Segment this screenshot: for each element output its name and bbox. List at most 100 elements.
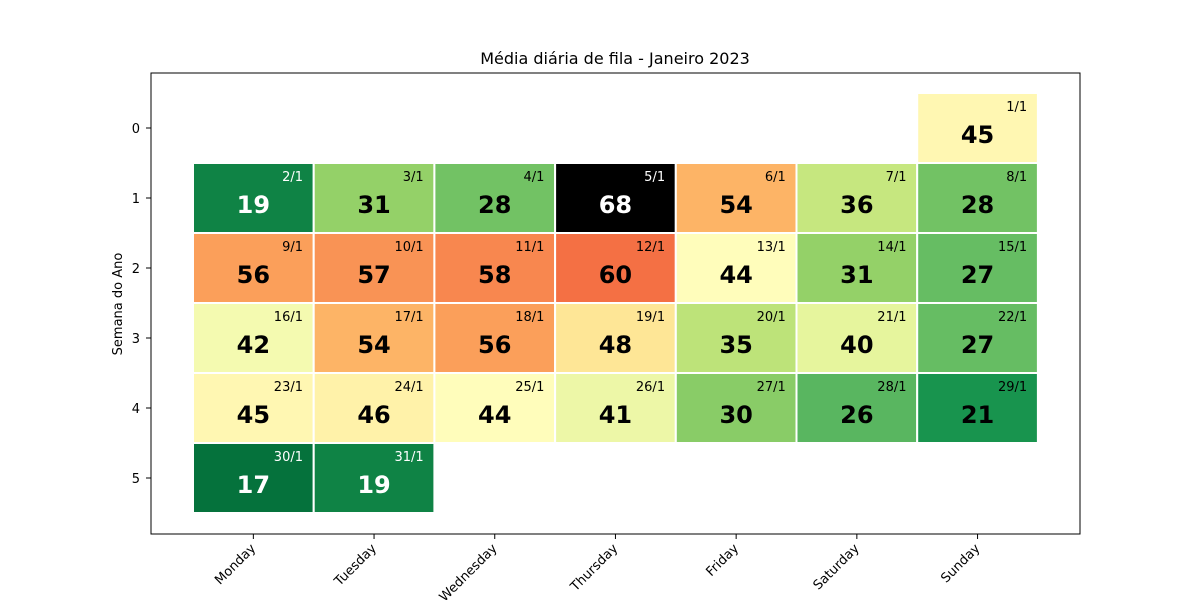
heatmap-cell-rect: [312, 442, 436, 514]
cell-date-label: 13/1: [757, 240, 786, 255]
cell-value-label: 54: [719, 191, 752, 219]
heatmap-cell: 12/1 60: [554, 232, 677, 304]
cell-date-label: 5/1: [644, 170, 665, 185]
cell-value-label: 56: [237, 261, 270, 289]
cell-date-label: 31/1: [394, 450, 423, 465]
cell-value-label: 35: [719, 331, 752, 359]
cell-value-label: 56: [478, 331, 511, 359]
cell-date-label: 1/1: [1006, 100, 1027, 115]
cell-value-label: 36: [840, 191, 873, 219]
heatmap-cell-rect: [916, 302, 1039, 374]
cell-value-label: 31: [357, 191, 390, 219]
heatmap-cell-rect: [554, 232, 677, 304]
heatmap-cell: 2/1 19: [192, 162, 315, 234]
heatmap-cell-rect: [312, 302, 436, 374]
cell-value-label: 58: [478, 261, 511, 289]
cell-date-label: 6/1: [765, 170, 786, 185]
cell-value-label: 42: [237, 331, 270, 359]
y-tick-label: 0: [132, 122, 140, 137]
heatmap-cell: 25/1 44: [433, 372, 557, 444]
y-tick-label: 2: [132, 262, 140, 277]
heatmap-cell: 14/1 31: [795, 232, 919, 304]
heatmap-cell: 29/1 21: [916, 372, 1039, 444]
heatmap-cell: 24/1 46: [312, 372, 436, 444]
cell-date-label: 17/1: [394, 310, 423, 325]
cell-date-label: 25/1: [515, 380, 544, 395]
heatmap-cell-rect: [554, 302, 677, 374]
y-tick-label: 4: [132, 402, 140, 417]
heatmap-cell: 6/1 54: [674, 162, 798, 234]
cell-date-label: 19/1: [636, 310, 665, 325]
heatmap-cell-rect: [433, 302, 557, 374]
cell-value-label: 57: [357, 261, 390, 289]
y-axis: 0 1 2 3 4 5: [132, 122, 151, 487]
heatmap-cell: 15/1 27: [916, 232, 1039, 304]
cell-date-label: 28/1: [877, 380, 906, 395]
heatmap-cell: 4/1 28: [433, 162, 557, 234]
cell-date-label: 30/1: [274, 450, 303, 465]
cell-date-label: 20/1: [757, 310, 786, 325]
cell-value-label: 28: [478, 191, 511, 219]
heatmap-cell-rect: [192, 372, 315, 444]
x-tick-label: Sunday: [938, 541, 983, 586]
heatmap-cell-rect: [433, 372, 557, 444]
cell-date-label: 18/1: [515, 310, 544, 325]
cell-value-label: 27: [961, 261, 994, 289]
cell-value-label: 45: [961, 121, 994, 149]
heatmap-cell: 28/1 26: [795, 372, 919, 444]
cell-value-label: 68: [599, 191, 632, 219]
heatmap-cell: 20/1 35: [674, 302, 798, 374]
cell-date-label: 22/1: [998, 310, 1027, 325]
cell-date-label: 27/1: [757, 380, 786, 395]
cell-value-label: 46: [357, 401, 390, 429]
cell-date-label: 21/1: [877, 310, 906, 325]
heatmap-cell: 1/1 45: [916, 92, 1039, 164]
heatmap-cell-rect: [795, 372, 919, 444]
cell-date-label: 4/1: [523, 170, 544, 185]
cell-value-label: 45: [237, 401, 270, 429]
heatmap-cell: 26/1 41: [554, 372, 677, 444]
cell-date-label: 3/1: [403, 170, 424, 185]
heatmap-cell: 21/1 40: [795, 302, 919, 374]
heatmap-cell-rect: [312, 232, 436, 304]
heatmap-cell: 30/1 17: [192, 442, 315, 514]
heatmap-cell: 9/1 56: [192, 232, 315, 304]
heatmap-cell-rect: [192, 302, 315, 374]
heatmap-cell: 17/1 54: [312, 302, 436, 374]
y-tick-label: 3: [132, 332, 140, 347]
cell-date-label: 9/1: [282, 240, 303, 255]
heatmap-cell: 11/1 58: [433, 232, 557, 304]
cell-date-label: 26/1: [636, 380, 665, 395]
cell-date-label: 7/1: [886, 170, 907, 185]
x-tick-label: Wednesday: [437, 541, 501, 600]
cell-layer: 1/1 45 2/1 19 3/1 31 4/1 28 5/1 68 6/1 54 7/1 36 8/1 28…: [192, 92, 1039, 514]
heatmap-cell: 19/1 48: [554, 302, 677, 374]
cell-value-label: 54: [357, 331, 390, 359]
cell-value-label: 44: [478, 401, 511, 429]
cell-date-label: 8/1: [1006, 170, 1027, 185]
cell-value-label: 19: [237, 191, 270, 219]
heatmap-cell: 16/1 42: [192, 302, 315, 374]
chart-title: Média diária de fila - Janeiro 2023: [480, 49, 750, 68]
x-tick-label: Tuesday: [331, 541, 380, 590]
heatmap-cell-rect: [192, 162, 315, 234]
cell-date-label: 11/1: [515, 240, 544, 255]
y-tick-label: 1: [132, 192, 140, 207]
y-axis-label: Semana do Ano: [111, 253, 126, 356]
heatmap-cell: 31/1 19: [312, 442, 436, 514]
cell-date-label: 24/1: [394, 380, 423, 395]
heatmap-cell-rect: [916, 162, 1039, 234]
cell-value-label: 17: [237, 471, 270, 499]
heatmap-cell: 27/1 30: [674, 372, 798, 444]
cell-date-label: 12/1: [636, 240, 665, 255]
heatmap-cell-rect: [916, 92, 1039, 164]
cell-value-label: 28: [961, 191, 994, 219]
cell-date-label: 29/1: [998, 380, 1027, 395]
heatmap-cell: 18/1 56: [433, 302, 557, 374]
cell-value-label: 40: [840, 331, 873, 359]
heatmap-cell: 13/1 44: [674, 232, 798, 304]
x-tick-label: Friday: [704, 541, 743, 580]
x-tick-label: Thursday: [567, 541, 621, 595]
x-tick-label: Monday: [212, 541, 259, 588]
